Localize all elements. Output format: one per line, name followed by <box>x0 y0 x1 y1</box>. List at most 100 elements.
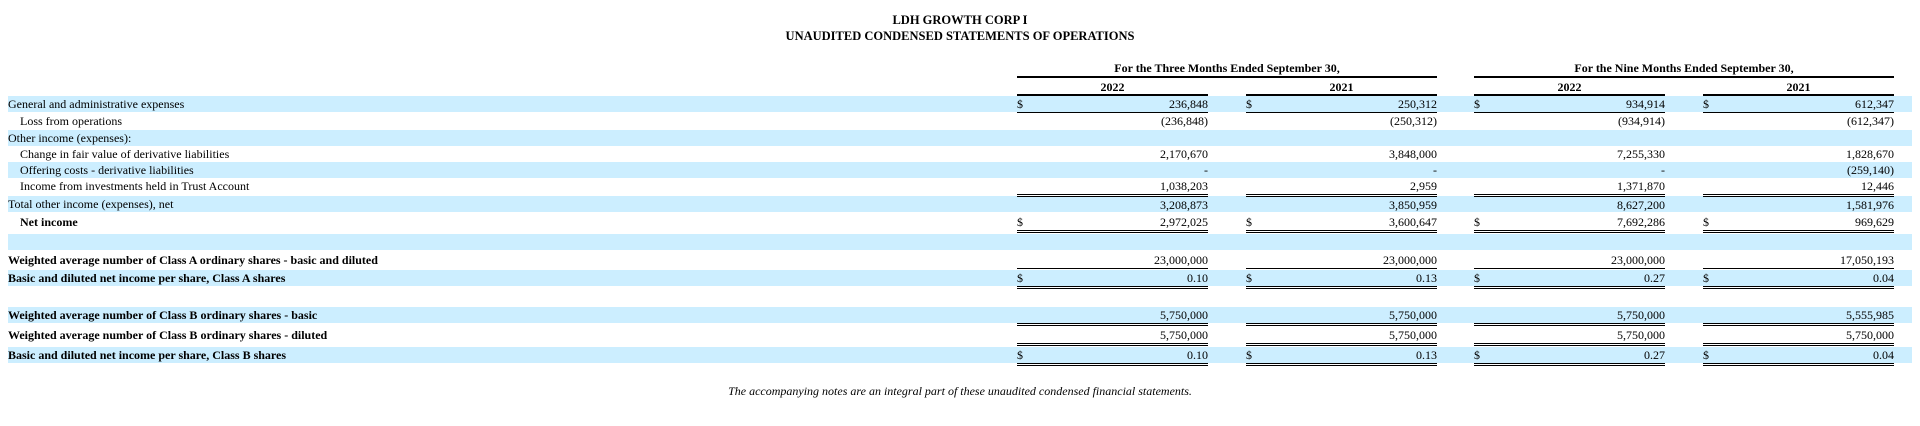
table-cell: 23,000,000 <box>1474 252 1665 271</box>
table-cell: $0.13 <box>1246 270 1437 289</box>
row-label: Weighted average number of Class B ordin… <box>8 328 328 342</box>
year-header: 2021 <box>1786 80 1811 94</box>
table-cell: 23,000,000 <box>1017 252 1208 271</box>
table-cell: 5,750,000 <box>1017 327 1208 346</box>
table-cell: 5,750,000 <box>1474 327 1665 346</box>
year-rule <box>1017 94 1208 96</box>
cell-value: 7,692,286 <box>1617 215 1665 229</box>
nine-months-header: For the Nine Months Ended September 30, <box>1574 61 1794 75</box>
row-label: Income from investments held in Trust Ac… <box>20 179 250 193</box>
table-row: Weighted average number of Class B ordin… <box>8 307 1912 326</box>
table-cell: (259,140) <box>1703 162 1894 178</box>
table-row: Weighted average number of Class B ordin… <box>8 327 1912 346</box>
year-rule <box>1246 94 1437 96</box>
table-cell: (250,312) <box>1246 113 1437 129</box>
currency-symbol: $ <box>1703 271 1709 285</box>
three-months-rule <box>1017 76 1437 78</box>
table-cell: 2,959 <box>1246 178 1437 195</box>
table-cell: $0.10 <box>1017 270 1208 289</box>
cell-value: 250,312 <box>1398 97 1437 111</box>
row-label: Basic and diluted net income per share, … <box>8 348 287 362</box>
cell-value: 23,000,000 <box>1611 253 1665 267</box>
currency-symbol: $ <box>1474 215 1480 229</box>
table-cell: 5,750,000 <box>1246 327 1437 346</box>
cell-value: - <box>1204 163 1208 177</box>
row-label: Weighted average number of Class A ordin… <box>8 253 378 267</box>
cell-value: 0.13 <box>1416 271 1437 285</box>
cell-value: 2,959 <box>1410 179 1437 193</box>
table-cell: $0.13 <box>1246 347 1437 366</box>
table-cell: 1,828,670 <box>1703 146 1894 162</box>
cell-value: - <box>1661 163 1665 177</box>
table-cell: 5,750,000 <box>1474 307 1665 326</box>
cell-value: (250,312) <box>1390 114 1437 128</box>
table-cell: 8,627,200 <box>1474 196 1665 213</box>
table-cell: (934,914) <box>1474 113 1665 129</box>
cell-value: 5,750,000 <box>1617 328 1665 342</box>
cell-value: 0.27 <box>1644 348 1665 362</box>
cell-value: 3,600,647 <box>1389 215 1437 229</box>
table-cell: 17,050,193 <box>1703 252 1894 271</box>
row-label: Weighted average number of Class B ordin… <box>8 308 318 322</box>
table-cell: $236,848 <box>1017 96 1208 113</box>
currency-symbol: $ <box>1017 97 1023 111</box>
table-cell: 3,848,000 <box>1246 146 1437 162</box>
year-rule <box>1703 94 1894 96</box>
cell-value: 5,750,000 <box>1617 308 1665 322</box>
table-row: Weighted average number of Class A ordin… <box>8 252 1912 271</box>
currency-symbol: $ <box>1703 348 1709 362</box>
row-label: General and administrative expenses <box>8 97 185 111</box>
table-cell: $0.04 <box>1703 347 1894 366</box>
table-cell: 5,750,000 <box>1246 307 1437 326</box>
table-cell: 1,038,203 <box>1017 178 1208 195</box>
cell-value: (612,347) <box>1847 114 1894 128</box>
currency-symbol: $ <box>1474 271 1480 285</box>
cell-value: 1,828,670 <box>1846 147 1894 161</box>
table-cell: (236,848) <box>1017 113 1208 129</box>
footnote: The accompanying notes are an integral p… <box>728 384 1192 398</box>
currency-symbol: $ <box>1017 271 1023 285</box>
table-row: Basic and diluted net income per share, … <box>8 347 1912 366</box>
cell-value: 0.04 <box>1873 271 1894 285</box>
cell-value: 5,750,000 <box>1160 308 1208 322</box>
cell-value: 12,446 <box>1861 179 1894 193</box>
table-cell: - <box>1017 162 1208 178</box>
year-rule <box>1474 94 1665 96</box>
table-cell: 1,581,976 <box>1703 196 1894 213</box>
table-cell <box>1017 234 1208 250</box>
cell-value: 612,347 <box>1855 97 1894 111</box>
table-cell: 5,750,000 <box>1703 327 1894 346</box>
year-header: 2021 <box>1329 80 1354 94</box>
cell-value: 0.13 <box>1416 348 1437 362</box>
cell-value: 7,255,330 <box>1617 147 1665 161</box>
row-label: Offering costs - derivative liabilities <box>20 163 194 177</box>
company-name: LDH GROWTH CORP I <box>892 13 1028 27</box>
table-cell <box>1474 130 1665 146</box>
cell-value: 2,170,670 <box>1160 147 1208 161</box>
currency-symbol: $ <box>1017 348 1023 362</box>
table-cell: 12,446 <box>1703 178 1894 195</box>
cell-value: 5,750,000 <box>1160 328 1208 342</box>
row-label: Change in fair value of derivative liabi… <box>20 147 230 161</box>
cell-value: 934,914 <box>1626 97 1665 111</box>
cell-value: 1,038,203 <box>1160 179 1208 193</box>
table-cell: 3,208,873 <box>1017 196 1208 213</box>
table-cell: 7,255,330 <box>1474 146 1665 162</box>
table-cell <box>1474 234 1665 250</box>
currency-symbol: $ <box>1246 97 1252 111</box>
currency-symbol: $ <box>1246 348 1252 362</box>
table-cell: $0.04 <box>1703 270 1894 289</box>
table-row: General and administrative expenses $236,… <box>8 96 1912 113</box>
row-label: Loss from operations <box>20 114 122 128</box>
year-header: 2022 <box>1557 80 1582 94</box>
table-cell <box>1246 234 1437 250</box>
table-cell <box>1703 290 1894 306</box>
table-row: Other income (expenses): <box>8 130 1912 146</box>
table-cell <box>1246 290 1437 306</box>
cell-value: 17,050,193 <box>1840 253 1894 267</box>
table-cell <box>1703 130 1894 146</box>
table-cell: $0.10 <box>1017 347 1208 366</box>
row-label: Other income (expenses): <box>8 131 132 145</box>
table-row: Offering costs - derivative liabilities -… <box>8 162 1912 178</box>
cell-value: 1,371,870 <box>1617 179 1665 193</box>
